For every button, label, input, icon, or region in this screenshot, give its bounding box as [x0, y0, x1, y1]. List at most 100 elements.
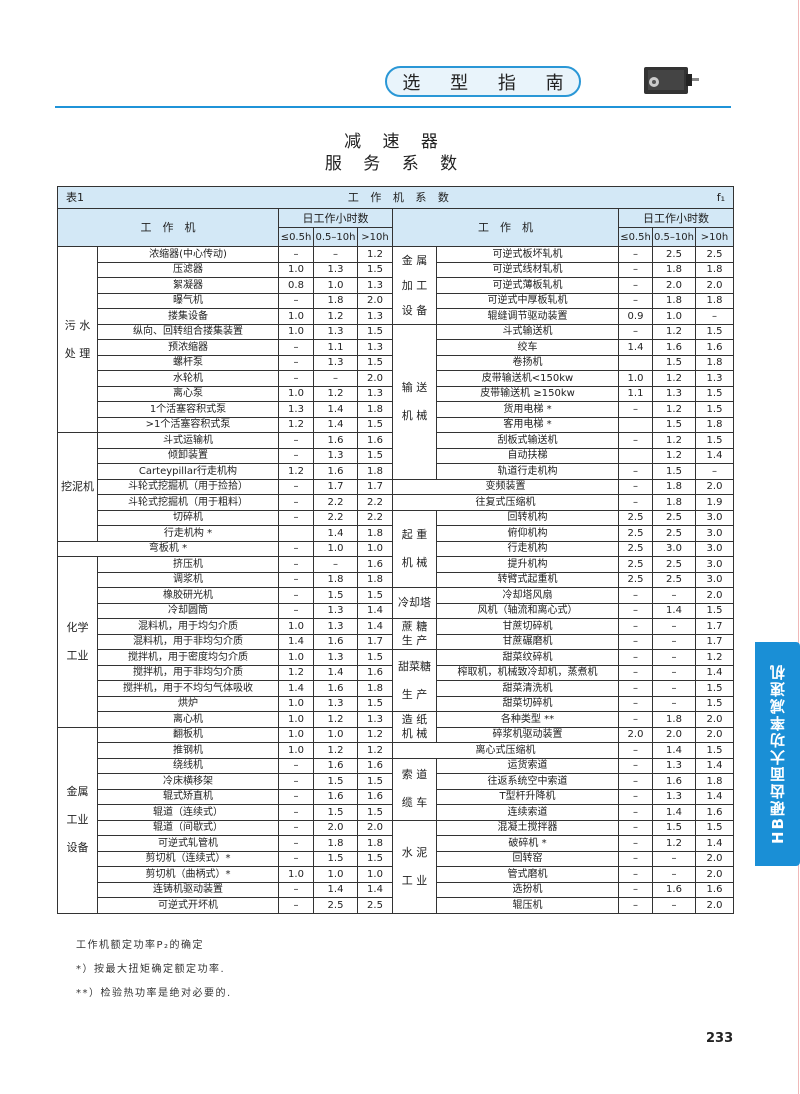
- factor-long: 1.6: [694, 339, 735, 356]
- factor-long: 1.6: [694, 804, 735, 821]
- factor-long: 2.0: [357, 370, 393, 387]
- factor-long: 3.0: [694, 571, 735, 588]
- section-label: 选 型 指 南: [385, 66, 581, 97]
- factor-mid: 1.3: [313, 618, 358, 635]
- factor-mid: 2.5: [652, 509, 696, 526]
- table-row: 切碎机 –2.2 2.2 起 重 机 械回转机构 2.5 2.5 3.0: [58, 509, 735, 588]
- factor-mid: 2.2: [313, 494, 358, 511]
- factor-long: 1.8: [357, 571, 393, 588]
- factor-long: 1.5: [694, 323, 735, 340]
- table-row: 冷却圆筒 –1.3 1.4 风机（轴流和离心式） –1.4 1.5: [58, 602, 735, 619]
- factor-short: 1.0: [618, 370, 653, 387]
- machine-name: 冷却圆筒: [97, 602, 279, 619]
- table-row: 曝气机 –1.8 2.0 可逆式中厚板轧机 –1.8 1.8: [58, 292, 735, 309]
- factor-short: 1.2: [278, 416, 314, 433]
- machine-name: 混凝土搅拌器: [436, 819, 619, 836]
- factor-mid: 1.0: [313, 277, 358, 294]
- factor-short: 1.0: [278, 323, 314, 340]
- factor-short: –: [278, 897, 314, 914]
- factor-long: 2.0: [694, 726, 735, 743]
- machine-name: 离心式压缩机: [392, 742, 619, 759]
- factor-mid: –: [652, 618, 696, 635]
- machine-name: 碎浆机驱动装置: [436, 726, 619, 743]
- factor-short: 1.2: [278, 664, 314, 681]
- factor-short: 1.0: [278, 649, 314, 666]
- factor-mid: 1.0: [652, 308, 696, 325]
- factor-short: –: [278, 354, 314, 371]
- factor-short: 1.0: [278, 711, 314, 728]
- factor-long: 1.5: [694, 385, 735, 402]
- factor-mid: 1.0: [313, 726, 358, 743]
- factor-mid: 1.4: [313, 401, 358, 418]
- factor-mid: 1.4: [652, 804, 696, 821]
- factor-short: –: [278, 246, 314, 263]
- factor-short: –: [278, 432, 314, 449]
- factor-short: –: [618, 742, 653, 759]
- factor-short: 2.5: [618, 509, 653, 526]
- factor-long: 1.5: [357, 354, 393, 371]
- factor-long: 1.6: [357, 757, 393, 774]
- machine-name: 绕线机: [97, 757, 279, 774]
- table-row: 絮凝器 0.8 1.0 1.3 可逆式薄板轧机 –2.0 2.0: [58, 277, 735, 294]
- table-row: 纵向、回转组合搂集装置 1.0 1.3 1.5 输 送 机 械斗式输送机 –1.2 1.5: [58, 323, 735, 480]
- side-tab[interactable]: HB硬齿面大功率减速机: [755, 642, 800, 866]
- factor-short: –: [618, 850, 653, 867]
- table-row: 烘炉 1.0 1.3 1.5 甜菜切碎机 – –1.5: [58, 695, 735, 712]
- factor-short: –: [618, 819, 653, 836]
- table-row: 挖泥机 斗式运输机 –1.6 1.6 刮板式输送机 –1.2 1.5: [57, 432, 735, 542]
- factor-mid: –: [652, 664, 696, 681]
- factor-mid: 1.3: [313, 354, 358, 371]
- factor-long: 1.6: [357, 432, 393, 449]
- industry-group: 化学 工业: [57, 556, 98, 728]
- factor-long: 1.5: [694, 432, 735, 449]
- factor-long: 1.7: [357, 478, 393, 495]
- table-row: 污 水 处 理浓缩器(中心传动) – –1.2 金 属 加 工 设 备可逆式板坏轧机 –…: [57, 246, 735, 433]
- factor-long: 1.5: [357, 773, 393, 790]
- factor-mid: 1.5: [652, 416, 696, 433]
- factor-short: –: [278, 881, 314, 898]
- factor-long: 3.0: [694, 556, 735, 573]
- industry-group: 冷却塔: [392, 587, 437, 619]
- machine-name: 剪切机（曲柄式）*: [97, 866, 279, 883]
- factor-mid: –: [313, 556, 358, 573]
- factor-short: –: [618, 866, 653, 883]
- factor-mid: 1.4: [652, 742, 696, 759]
- factor-long: 1.5: [694, 695, 735, 712]
- machine-name: 自动扶梯: [436, 447, 619, 464]
- factor-short: –: [618, 618, 653, 635]
- factor-long: –: [694, 463, 735, 480]
- machine-name: 预浓缩器: [97, 339, 279, 356]
- factor-short: 1.0: [278, 726, 314, 743]
- machine-name: 选扮机: [436, 881, 619, 898]
- table-row: 混料机，用于均匀介质 1.0 1.3 1.4 蔗 糖 生 产甘蔗切碎机 – –1.7: [58, 618, 735, 650]
- machine-name: 破碎机 *: [436, 835, 619, 852]
- factor-short: 2.0: [618, 726, 653, 743]
- factor-short: –: [278, 850, 314, 867]
- machine-name: 往返系统空中索道: [436, 773, 619, 790]
- factor-short: –: [278, 757, 314, 774]
- left-col-long: >10h: [357, 227, 393, 247]
- machine-name: 刮板式输送机: [436, 432, 619, 449]
- factor-mid: 1.5: [652, 354, 696, 371]
- machine-name: 搅拌机，用于非均匀介质: [97, 664, 279, 681]
- machine-name: 搅拌机，用于密度均匀介质: [97, 649, 279, 666]
- factor-mid: 3.0: [652, 540, 696, 557]
- machine-name: 皮带输送机 ≥150kw: [436, 385, 619, 402]
- page-subtitle: 服 务 系 数: [324, 154, 466, 174]
- factor-mid: 1.4: [313, 881, 358, 898]
- machine-name: 1个活塞容积式泵: [97, 401, 279, 418]
- factor-mid: 1.5: [652, 463, 696, 480]
- factor-long: 1.7: [357, 633, 393, 650]
- table-row: 剪切机（连续式）* –1.5 1.5 回转窑 – –2.0: [58, 850, 735, 867]
- factor-long: 1.5: [694, 602, 735, 619]
- factor-short: –: [278, 571, 314, 588]
- machine-name: 行走机构 *: [97, 525, 279, 542]
- service-factor-table: 表1 工 作 机 系 数 f₁ 工 作 机 日工作小时数 工 作 机 日工作小时…: [56, 186, 735, 914]
- factor-short: [618, 354, 653, 371]
- factor-mid: 2.5: [313, 897, 358, 914]
- industry-group: 造 纸 机 械: [392, 711, 437, 743]
- machine-name: 可逆式开坏机: [97, 897, 279, 914]
- factor-short: –: [618, 587, 653, 604]
- factor-short: –: [278, 370, 314, 387]
- factor-mid: 2.0: [652, 277, 696, 294]
